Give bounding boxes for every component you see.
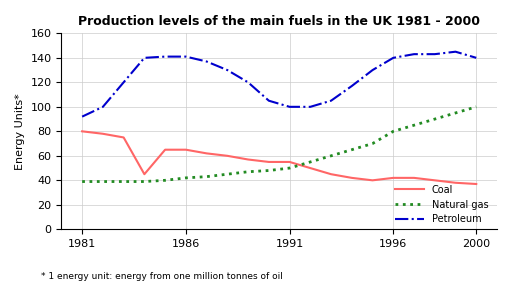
Title: Production levels of the main fuels in the UK 1981 - 2000: Production levels of the main fuels in t… bbox=[78, 15, 480, 28]
Y-axis label: Energy Units*: Energy Units* bbox=[15, 93, 25, 170]
Text: * 1 energy unit: energy from one million tonnes of oil: * 1 energy unit: energy from one million… bbox=[41, 272, 283, 281]
Legend: Coal, Natural gas, Petroleum: Coal, Natural gas, Petroleum bbox=[391, 181, 492, 228]
